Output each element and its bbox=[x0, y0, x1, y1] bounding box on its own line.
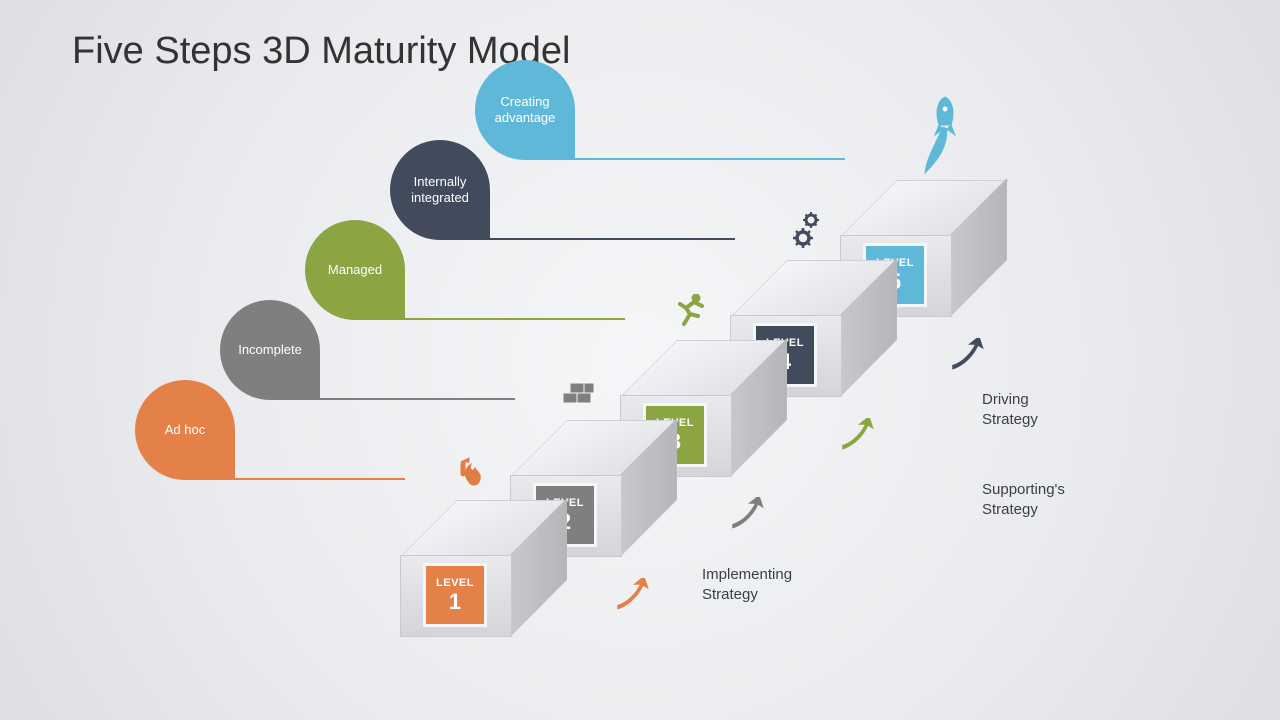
stage-bubble: Managed bbox=[305, 220, 405, 320]
bubble-label: Internally integrated bbox=[390, 140, 490, 240]
stage-bubble: Ad hoc bbox=[135, 380, 235, 480]
strategy-label: Supporting's Strategy bbox=[982, 480, 1065, 519]
strategy-arrow-icon bbox=[840, 418, 876, 454]
level-badge-number: 1 bbox=[449, 591, 461, 613]
bubble-label: Ad hoc bbox=[135, 380, 235, 480]
bubble-connector bbox=[235, 478, 405, 480]
bubble-connector bbox=[320, 398, 515, 400]
bubble-label: Creating advantage bbox=[475, 60, 575, 160]
stage-bubble: Creating advantage bbox=[475, 60, 575, 160]
strategy-arrow-icon bbox=[615, 578, 651, 614]
gears-icon bbox=[785, 210, 825, 250]
level-badge-label: LEVEL bbox=[436, 577, 474, 589]
level-badge: LEVEL 1 bbox=[423, 563, 487, 627]
runner-icon bbox=[672, 294, 712, 334]
bubble-connector bbox=[405, 318, 625, 320]
strategy-label: Driving Strategy bbox=[982, 390, 1038, 429]
bubble-label: Incomplete bbox=[220, 300, 320, 400]
strategy-label: Implementing Strategy bbox=[702, 565, 792, 604]
bubble-connector bbox=[575, 158, 845, 160]
fire-icon bbox=[455, 452, 495, 492]
strategy-arrow-icon bbox=[730, 497, 766, 533]
stage-bubble: Internally integrated bbox=[390, 140, 490, 240]
strategy-arrow-icon bbox=[950, 338, 986, 374]
stage-bubble: Incomplete bbox=[220, 300, 320, 400]
bubble-connector bbox=[490, 238, 735, 240]
rocket-icon bbox=[905, 95, 985, 175]
bricks-icon bbox=[560, 378, 600, 418]
bubble-label: Managed bbox=[305, 220, 405, 320]
